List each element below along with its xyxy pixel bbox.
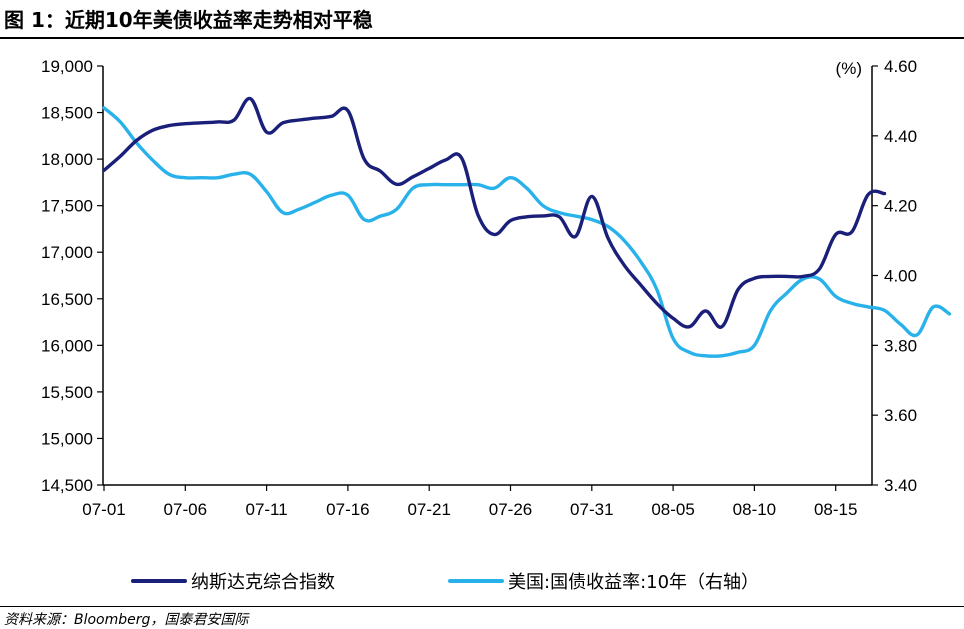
- source-note: 资料来源：Bloomberg，国泰君安国际: [4, 612, 249, 628]
- right-tick-label: 4.60: [884, 57, 917, 76]
- left-tick-label: 15,000: [41, 429, 93, 448]
- top-rule: [0, 37, 964, 39]
- bottom-rule: [0, 606, 964, 607]
- x-tick-label: 08-05: [651, 500, 694, 519]
- right-tick-label: 3.80: [884, 336, 917, 355]
- left-tick-label: 19,000: [41, 57, 93, 76]
- x-tick-label: 07-16: [326, 500, 369, 519]
- x-tick-label: 08-15: [814, 500, 857, 519]
- right-tick-label: 4.00: [884, 267, 917, 286]
- x-tick-label: 07-31: [570, 500, 613, 519]
- left-tick-label: 14,500: [41, 476, 93, 495]
- left-tick-label: 17,500: [41, 197, 93, 216]
- right-tick-label: 3.60: [884, 406, 917, 425]
- x-tick-label: 07-26: [489, 500, 532, 519]
- legend-item-us10y-label: 美国:国债收益率:10年（右轴）: [508, 572, 759, 593]
- right-axis-unit-label: (%): [836, 59, 862, 78]
- chart-title: 图 1：近期10年美债收益率走势相对平稳: [4, 8, 373, 32]
- left-tick-label: 16,000: [41, 336, 93, 355]
- series-line-nasdaq: [102, 96, 887, 329]
- x-tick-label: 07-21: [407, 500, 450, 519]
- right-tick-label: 3.40: [884, 476, 917, 495]
- left-tick-label: 18,000: [41, 150, 93, 169]
- series-line-us10y: [102, 106, 952, 358]
- left-tick-label: 15,500: [41, 383, 93, 402]
- x-tick-label: 07-01: [82, 500, 125, 519]
- left-tick-label: 17,000: [41, 243, 93, 262]
- x-tick-label: 07-06: [164, 500, 207, 519]
- right-tick-label: 4.20: [884, 197, 917, 216]
- right-tick-label: 4.40: [884, 127, 917, 146]
- left-tick-label: 18,500: [41, 104, 93, 123]
- x-tick-label: 08-10: [733, 500, 776, 519]
- left-tick-label: 16,500: [41, 290, 93, 309]
- legend-item-nasdaq-label: 纳斯达克综合指数: [191, 572, 335, 593]
- x-tick-label: 07-11: [245, 500, 287, 519]
